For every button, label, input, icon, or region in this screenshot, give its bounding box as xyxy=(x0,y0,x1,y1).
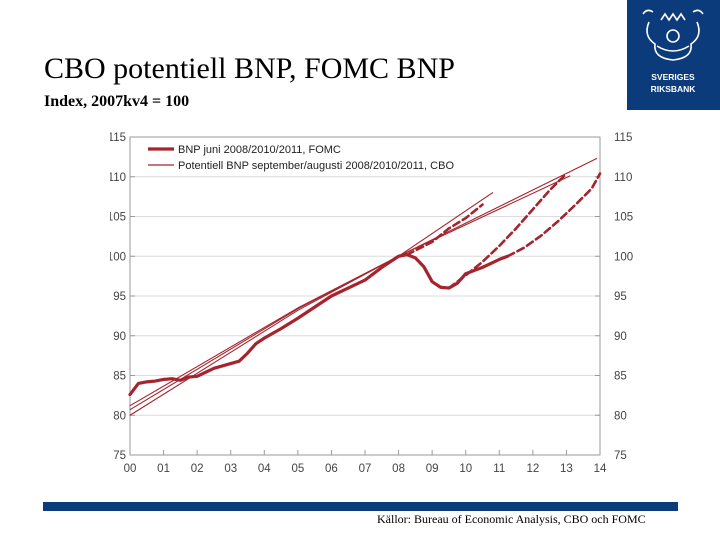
series-line-thick-dashed xyxy=(405,203,484,256)
y-tick-label-right: 90 xyxy=(614,331,627,343)
y-tick-label-right: 105 xyxy=(614,212,633,224)
page-title: CBO potentiell BNP, FOMC BNP xyxy=(44,52,455,85)
y-tick-label-left: 95 xyxy=(113,291,126,303)
y-tick-label-right: 75 xyxy=(614,450,627,462)
y-tick-label-right: 95 xyxy=(614,291,627,303)
legend-label-fomc: BNP juni 2008/2010/2011, FOMC xyxy=(178,144,341,156)
y-tick-label-right: 115 xyxy=(614,132,632,144)
x-tick-label: 11 xyxy=(493,463,505,475)
y-tick-label-left: 115 xyxy=(110,132,126,144)
y-tick-label-left: 75 xyxy=(113,450,126,462)
x-tick-label: 12 xyxy=(526,463,539,475)
legend: BNP juni 2008/2010/2011, FOMC Potentiell… xyxy=(148,144,454,172)
legend-label-cbo: Potentiell BNP september/augusti 2008/20… xyxy=(178,160,454,172)
y-tick-label-right: 85 xyxy=(614,371,627,383)
series-line-thin xyxy=(129,192,494,416)
x-tick-label: 04 xyxy=(258,463,271,475)
footer-bar xyxy=(43,502,678,511)
x-tick-label: 02 xyxy=(191,463,204,475)
y-tick-label-right: 80 xyxy=(614,410,627,422)
y-tick-label-left: 80 xyxy=(113,410,126,422)
x-tick-label: 00 xyxy=(124,463,137,475)
x-tick-label: 08 xyxy=(392,463,405,475)
x-tick-label: 01 xyxy=(157,463,170,475)
x-tick-label: 14 xyxy=(594,463,607,475)
series-line-thick-dashed xyxy=(506,172,602,258)
series-line-thick-dashed xyxy=(447,172,568,290)
grid xyxy=(130,136,600,456)
y-tick-label-left: 110 xyxy=(110,172,126,184)
x-tick-label: 06 xyxy=(325,463,338,475)
y-tick-label-left: 105 xyxy=(110,212,126,224)
y-tick-label-right: 100 xyxy=(614,251,633,263)
x-tick-label: 05 xyxy=(291,463,304,475)
y-tick-label-left: 100 xyxy=(110,251,126,263)
logo-line1: SVERIGES xyxy=(651,72,695,82)
y-tick-label-left: 90 xyxy=(113,331,126,343)
x-tick-label: 13 xyxy=(560,463,573,475)
x-tick-label: 03 xyxy=(224,463,237,475)
x-tick-label: 10 xyxy=(459,463,472,475)
series-line-thick xyxy=(128,253,510,397)
crest-icon xyxy=(642,9,704,61)
riksbank-logo: SVERIGES RIKSBANK xyxy=(627,0,720,110)
chart-container: 75 75 80 80 85 85 90 90 95 95 100 100 105 105 110 110 11… xyxy=(107,125,640,482)
y-tick-label-left: 85 xyxy=(113,371,126,383)
y-tick-label-right: 110 xyxy=(614,172,632,184)
source-note: Källor: Bureau of Economic Analysis, CBO… xyxy=(377,512,646,526)
series-lines xyxy=(128,157,602,416)
x-tick-label: 07 xyxy=(359,463,372,475)
x-tick-label: 09 xyxy=(426,463,439,475)
page-subtitle: Index, 2007kv4 = 100 xyxy=(44,93,190,110)
series-line-thin xyxy=(129,157,598,407)
logo-line2: RIKSBANK xyxy=(651,84,697,94)
